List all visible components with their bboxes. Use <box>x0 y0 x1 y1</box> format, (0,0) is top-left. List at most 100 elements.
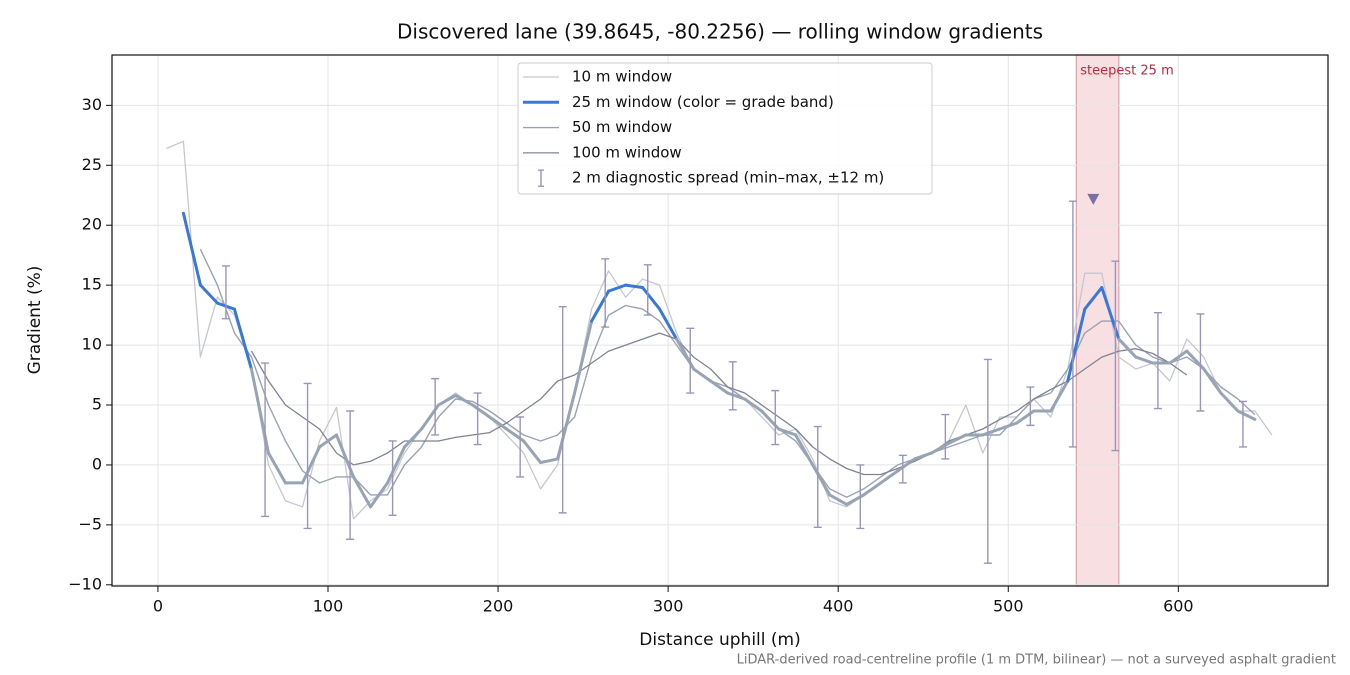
y-tick-label: 20 <box>82 215 102 234</box>
error-bar <box>856 464 865 530</box>
error-bar <box>558 306 567 514</box>
series-segment <box>828 493 849 506</box>
series-segment <box>811 463 832 497</box>
error-bar <box>221 265 230 320</box>
series-segment <box>607 283 628 293</box>
series-segment <box>624 283 645 290</box>
series-segment <box>488 415 509 431</box>
series-segment <box>590 289 611 323</box>
error-bar <box>388 440 397 516</box>
series-segment <box>1236 409 1257 421</box>
error-bar <box>1068 200 1077 448</box>
series-segment <box>266 451 287 485</box>
series-segment <box>641 286 662 311</box>
series-segment <box>300 445 321 485</box>
legend-label: 50 m window <box>572 118 672 136</box>
series-segment <box>369 481 390 509</box>
x-tick-label: 400 <box>823 597 854 616</box>
y-tick-label: −10 <box>68 574 102 593</box>
y-tick-label: −5 <box>78 514 102 533</box>
error-bar <box>1111 260 1120 452</box>
x-tick-label: 600 <box>1163 597 1194 616</box>
series-segment <box>743 397 764 413</box>
x-tick-label: 100 <box>313 597 344 616</box>
series-segment <box>198 283 219 305</box>
y-axis-label: Gradient (%) <box>25 266 45 375</box>
annotation: steepest 25 m <box>1080 64 1173 79</box>
series-segment <box>862 481 883 497</box>
series-line <box>250 332 1188 476</box>
series-segment <box>573 319 594 395</box>
series-segment <box>556 391 577 461</box>
series-segment <box>1117 337 1138 359</box>
steepest-marker <box>1087 193 1100 205</box>
y-tick-label: 5 <box>92 395 102 414</box>
series-segment <box>454 393 475 407</box>
series-segment <box>471 403 492 419</box>
x-tick-label: 0 <box>153 597 163 616</box>
error-bar <box>346 410 355 540</box>
plot-frame <box>111 54 1329 587</box>
series-segment <box>913 451 934 461</box>
x-tick-label: 200 <box>483 597 514 616</box>
x-tick-label: 300 <box>653 597 684 616</box>
series-segment <box>794 433 815 467</box>
error-bar <box>983 358 992 564</box>
series-segment <box>1083 286 1104 311</box>
series-segment <box>947 433 968 445</box>
series-segment <box>692 367 713 383</box>
error-bar <box>261 362 270 518</box>
series-segment <box>1168 349 1189 365</box>
error-bar <box>643 264 652 316</box>
error-bar <box>771 389 780 446</box>
error-bar <box>1153 312 1162 410</box>
chart-title: Discovered lane (39.8645, -80.2256) — ro… <box>397 20 1043 44</box>
error-bar <box>1026 386 1035 427</box>
series-segment <box>777 427 798 437</box>
error-bar <box>516 416 525 478</box>
y-tick-label: 25 <box>82 155 102 174</box>
y-tick-label: 15 <box>82 275 102 294</box>
series-segment <box>317 433 338 449</box>
error-bar <box>473 392 482 446</box>
legend-label: 100 m window <box>572 143 682 161</box>
series-segment <box>420 403 441 431</box>
error-bar <box>431 377 440 436</box>
legend: 10 m window 25 m window (color = grade ba… <box>517 62 933 195</box>
series-segment <box>1134 355 1155 365</box>
legend-label: 10 m window <box>572 68 672 86</box>
series-segment <box>1015 409 1036 425</box>
series-segment <box>334 433 355 479</box>
series-segment <box>709 379 730 395</box>
series-segment <box>181 211 202 287</box>
series-segment <box>437 393 458 407</box>
x-tick-label: 500 <box>993 597 1024 616</box>
error-bar <box>601 258 610 328</box>
error-bar <box>1196 313 1205 412</box>
series-segment <box>351 475 373 509</box>
error-bar <box>813 425 822 528</box>
series-segment <box>1066 307 1087 383</box>
series-segment <box>1202 367 1223 395</box>
footnote: LiDAR-derived road-centreline profile (1… <box>737 653 1336 668</box>
legend-swatch <box>538 169 544 187</box>
series-segment <box>726 391 747 401</box>
error-bar <box>686 327 695 394</box>
series-segment <box>998 421 1019 431</box>
error-bar <box>303 382 312 530</box>
y-tick-label: 10 <box>82 335 102 354</box>
error-bar <box>1238 400 1247 448</box>
series-segment <box>896 457 917 473</box>
legend-box <box>517 62 933 195</box>
y-tick-label: 0 <box>92 454 102 473</box>
series-segment <box>1049 379 1070 413</box>
error-bar <box>898 454 907 484</box>
series-segment <box>658 307 679 341</box>
series-segment <box>981 427 1002 437</box>
series-segment <box>403 427 424 449</box>
error-bar <box>941 413 950 460</box>
legend-label: 25 m window (color = grade band) <box>572 93 834 111</box>
error-bar <box>728 361 737 411</box>
series-segment <box>522 439 543 465</box>
